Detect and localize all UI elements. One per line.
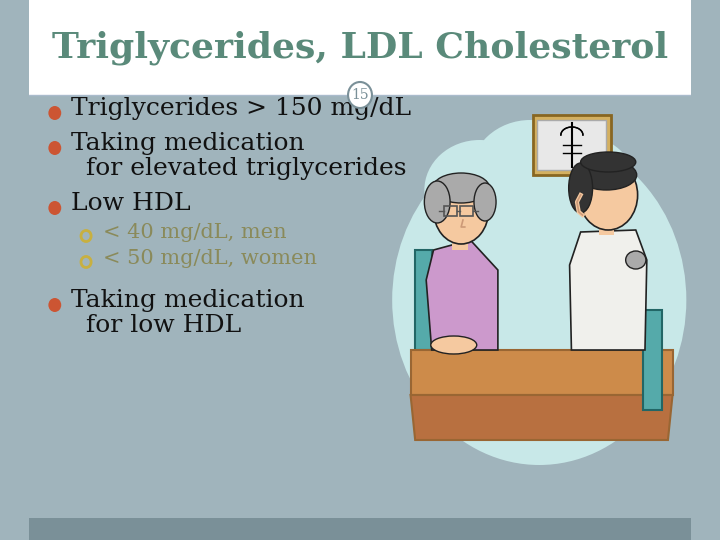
Text: 15: 15 (351, 88, 369, 102)
Bar (29, 0, 691, 95)
Text: Taking medication: Taking medication (71, 132, 305, 155)
Ellipse shape (392, 135, 686, 465)
Text: Triglycerides, LDL Cholesterol: Triglycerides, LDL Cholesterol (52, 30, 668, 65)
Ellipse shape (433, 176, 489, 244)
Ellipse shape (474, 183, 496, 221)
Polygon shape (426, 240, 498, 350)
Ellipse shape (626, 251, 646, 269)
Ellipse shape (424, 181, 450, 223)
Bar (643, 310, 662, 410)
Polygon shape (410, 395, 672, 440)
Circle shape (48, 106, 61, 120)
Ellipse shape (576, 160, 636, 190)
Text: Low HDL: Low HDL (71, 192, 191, 215)
Circle shape (48, 141, 61, 155)
Polygon shape (410, 350, 672, 395)
Text: for low HDL: for low HDL (86, 314, 241, 337)
Bar (415, 250, 432, 350)
Circle shape (48, 201, 61, 215)
Ellipse shape (470, 120, 590, 230)
Text: Triglycerides > 150 mg/dL: Triglycerides > 150 mg/dL (71, 97, 411, 120)
Ellipse shape (431, 336, 477, 354)
Bar (537, 120, 606, 170)
Bar (29, 518, 691, 540)
Circle shape (348, 82, 372, 108)
Ellipse shape (433, 173, 490, 203)
Text: for elevated triglycerides: for elevated triglycerides (86, 157, 407, 180)
Text: Taking medication: Taking medication (71, 289, 305, 312)
Bar (533, 115, 611, 175)
Bar (444, 206, 456, 216)
Text: < 40 mg/dL, men: < 40 mg/dL, men (103, 223, 287, 242)
Ellipse shape (569, 163, 593, 213)
Bar (452, 230, 469, 250)
Bar (29, 95, 691, 518)
Circle shape (48, 298, 61, 312)
Ellipse shape (579, 160, 638, 230)
Polygon shape (570, 230, 647, 350)
Bar (599, 217, 613, 235)
Ellipse shape (580, 152, 636, 172)
Ellipse shape (526, 135, 636, 235)
Ellipse shape (424, 140, 535, 240)
Text: < 50 mg/dL, women: < 50 mg/dL, women (103, 249, 317, 268)
Bar (460, 206, 473, 216)
